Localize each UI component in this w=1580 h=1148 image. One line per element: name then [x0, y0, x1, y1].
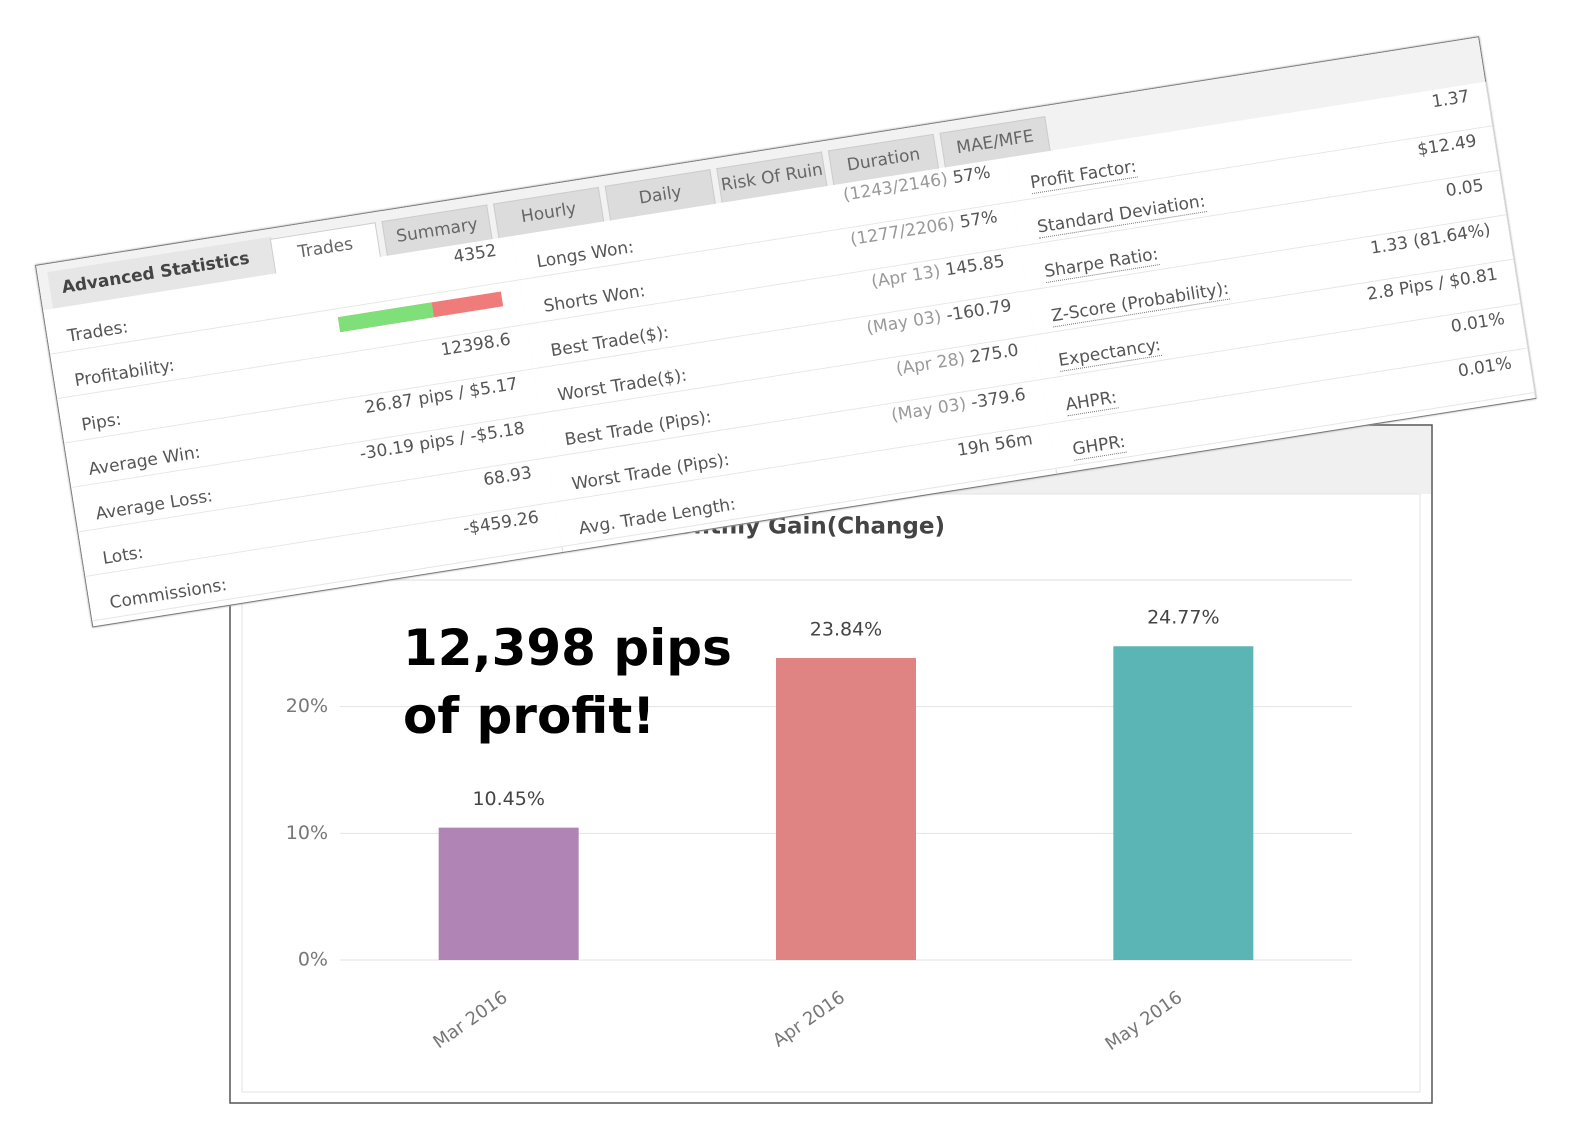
value-label: 10.45% [472, 788, 544, 810]
stat-value: 4352 [452, 241, 498, 268]
profitability-win [337, 302, 435, 333]
annotation: of profit! [403, 687, 655, 745]
stat-label: Lots: [101, 542, 145, 569]
stat-value-text: 0.05 [1444, 175, 1485, 202]
stat-value-text: 57% [958, 206, 999, 233]
stat-value-text: 0.01% [1456, 353, 1514, 382]
stat-value: 0.01% [1457, 353, 1513, 381]
y-tick-label: 0% [298, 949, 328, 971]
stat-value: 68.93 [482, 463, 533, 490]
stat-value-text: 4352 [452, 240, 498, 268]
value-label: 23.84% [810, 619, 882, 641]
y-tick-label: 10% [286, 822, 328, 844]
annotation: 12,398 pips [403, 619, 732, 677]
bar [1113, 646, 1254, 960]
bar [438, 827, 579, 960]
y-tick-label: 20% [286, 695, 328, 717]
stat-value-text: 0.01% [1449, 308, 1507, 338]
stat-label: AHPR: [1064, 387, 1119, 417]
value-label: 24.77% [1147, 607, 1219, 629]
bar [776, 658, 916, 960]
stat-label: GHPR: [1071, 431, 1128, 461]
stat-label: Trades: [66, 317, 130, 347]
stat-value: 0.05 [1444, 176, 1485, 202]
stat-value-text: 68.93 [481, 462, 534, 491]
stat-value-text: 275.0 [968, 340, 1021, 368]
stat-value-text: -379.6 [969, 384, 1028, 414]
stat-value: 1.37 [1430, 87, 1471, 113]
stat-value-text: 57% [951, 162, 992, 189]
stat-value-text: 1.37 [1430, 86, 1471, 113]
stat-label: Pips: [80, 409, 123, 436]
stat-value: 0.01% [1450, 309, 1506, 337]
stat-label: Commissions: [108, 575, 229, 614]
